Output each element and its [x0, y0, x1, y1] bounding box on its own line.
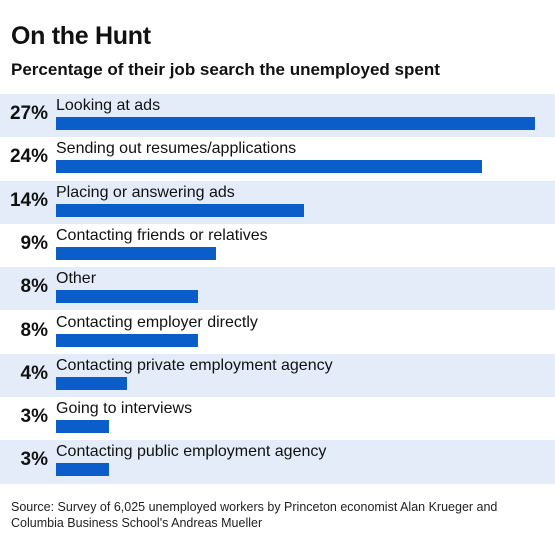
bar-category-label: Contacting friends or relatives	[56, 226, 268, 244]
bar-category-label: Contacting private employment agency	[56, 356, 333, 374]
bar-value-label: 9%	[20, 232, 48, 254]
bar-value-label: 8%	[20, 276, 48, 298]
bar-row: 14% Placing or answering ads	[0, 180, 555, 224]
bar	[56, 333, 198, 347]
bar-value-label: 4%	[20, 362, 48, 384]
bar-category-label: Contacting employer directly	[56, 313, 258, 331]
bar	[56, 117, 535, 130]
bar-category-label: Looking at ads	[56, 97, 161, 114]
bar-category-label: Sending out resumes/applications	[56, 140, 297, 158]
bar-row: 3% Contacting public employment agency	[0, 440, 555, 484]
bar	[56, 463, 110, 477]
bar-value-label: 27%	[9, 103, 48, 124]
bar-value-label: 24%	[9, 146, 48, 168]
bar	[56, 160, 482, 174]
bar-value-label: 3%	[20, 406, 48, 428]
source-note: Source: Survey of 6,025 unemployed worke…	[11, 500, 498, 530]
bar	[56, 420, 110, 434]
bar	[56, 290, 198, 304]
chart-subtitle: Percentage of their job search the unemp…	[11, 60, 440, 79]
bar-row: 4% Contacting private employment agency	[0, 353, 555, 398]
bar-category-label: Other	[56, 270, 97, 288]
bar-row: 8% Contacting employer directly	[0, 311, 555, 354]
bar-category-label: Contacting public employment agency	[56, 443, 327, 461]
bar-category-label: Going to interviews	[56, 400, 193, 418]
bar-row: 3% Going to interviews	[0, 397, 555, 440]
bar-value-label: 8%	[20, 319, 48, 341]
bar	[56, 376, 127, 390]
bar-row: 24% Sending out resumes/applications	[0, 137, 555, 180]
bar-row: 27% Looking at ads	[0, 94, 555, 138]
chart-title: On the Hunt	[11, 22, 151, 50]
bar-row: 9% Contacting friends or relatives	[0, 224, 555, 267]
bar-category-label: Placing or answering ads	[56, 183, 235, 201]
bar-value-label: 14%	[9, 189, 48, 211]
bar-row: 8% Other	[0, 267, 555, 311]
bar-value-label: 3%	[20, 449, 48, 471]
bar-chart: 27% Looking at ads 24% Sending out resumes/…	[0, 94, 555, 484]
bar	[56, 246, 216, 260]
bar	[56, 203, 305, 217]
